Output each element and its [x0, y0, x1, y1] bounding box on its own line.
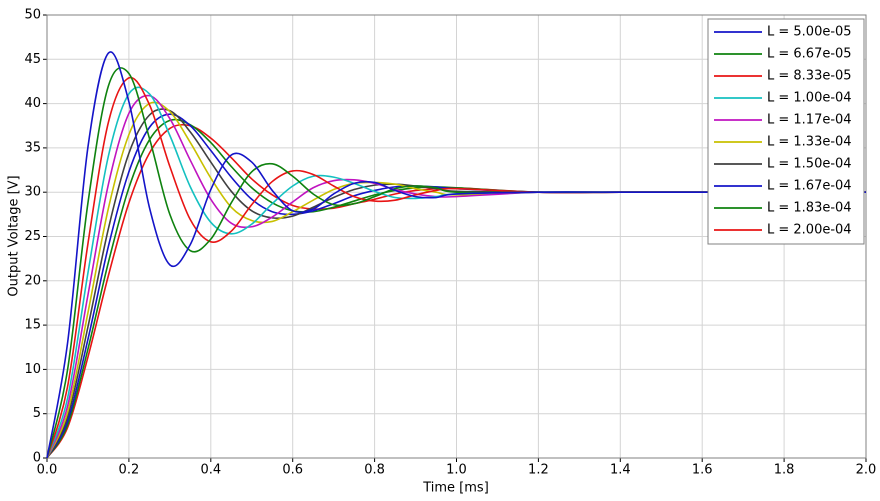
- x-tick-label: 1.8: [774, 463, 795, 478]
- x-tick-label: 1.2: [528, 463, 549, 478]
- legend-label: L = 5.00e-05: [767, 25, 852, 40]
- x-tick-label: 0.8: [364, 463, 385, 478]
- legend-label: L = 2.00e-04: [767, 223, 852, 238]
- y-tick-label: 20: [24, 273, 41, 288]
- y-axis-label: Output Voltage [V]: [7, 175, 22, 296]
- y-tick-label: 30: [24, 185, 41, 200]
- y-tick-label: 50: [24, 8, 41, 23]
- y-tick-label: 0: [33, 451, 41, 466]
- x-tick-label: 0.2: [119, 463, 140, 478]
- legend-label: L = 6.67e-05: [767, 47, 852, 62]
- legend-label: L = 1.33e-04: [767, 135, 852, 150]
- y-tick-label: 45: [24, 52, 41, 67]
- y-tick-label: 40: [24, 96, 41, 111]
- legend-label: L = 1.67e-04: [767, 179, 852, 194]
- y-tick-label: 10: [24, 362, 41, 377]
- legend-label: L = 1.83e-04: [767, 201, 852, 216]
- y-tick-label: 5: [33, 406, 41, 421]
- x-tick-label: 0.4: [200, 463, 221, 478]
- x-tick-label: 0.6: [282, 463, 303, 478]
- legend-box: [707, 18, 865, 245]
- y-tick-label: 15: [24, 318, 41, 333]
- x-tick-label: 0.0: [37, 463, 58, 478]
- y-tick-label: 25: [24, 229, 41, 244]
- x-tick-label: 1.4: [610, 463, 631, 478]
- legend-label: L = 1.00e-04: [767, 91, 852, 106]
- x-tick-label: 2.0: [856, 463, 877, 478]
- legend-label: L = 1.50e-04: [767, 157, 852, 172]
- x-tick-label: 1.0: [446, 463, 467, 478]
- legend-label: L = 1.17e-04: [767, 113, 852, 128]
- x-axis-label: Time [ms]: [422, 481, 489, 496]
- series-line: [46, 51, 866, 459]
- legend-label: L = 8.33e-05: [767, 69, 852, 84]
- legend: L = 5.00e-05 L = 6.67e-05 L = 8.33e-05 L = …: [707, 18, 865, 245]
- plot-frame: [46, 14, 867, 459]
- y-tick-label: 35: [24, 140, 41, 155]
- x-tick-label: 1.6: [692, 463, 713, 478]
